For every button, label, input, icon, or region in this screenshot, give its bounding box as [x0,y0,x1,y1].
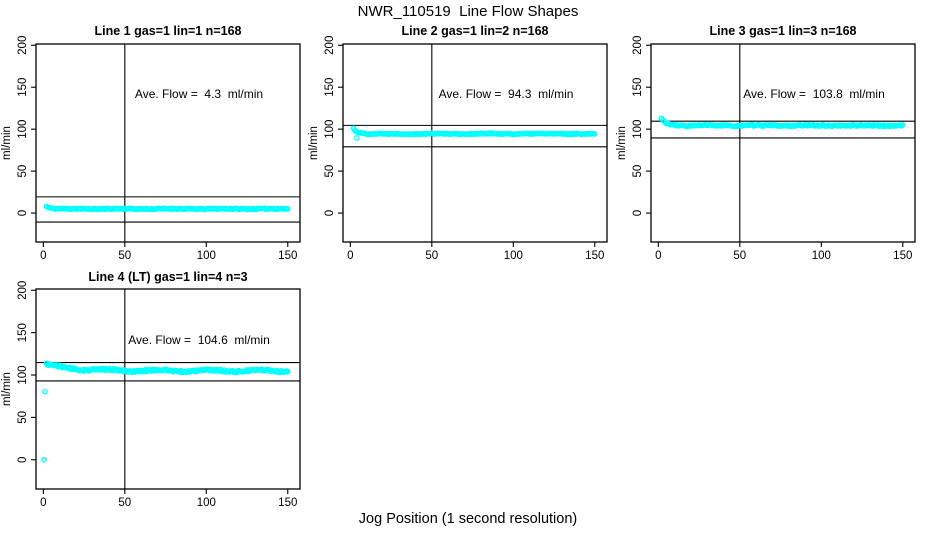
x-tick-label: 0 [655,250,661,262]
x-tick-label: 100 [812,250,831,262]
panel-1-title: Line 1 gas=1 lin=1 n=168 [95,24,242,38]
x-axis-global-label: Jog Position (1 second resolution) [358,511,578,527]
y-tick-label: 200 [17,281,29,300]
y-tick-label: 200 [324,36,336,55]
y-tick-label: 50 [17,411,29,424]
x-tick-label: 150 [585,250,604,262]
x-tick-label: 0 [40,250,46,262]
panel-line-3: Line 3 gas=1 lin=3 n=168 Ave. Flow = 103… [616,24,916,262]
x-tick-label: 0 [40,497,46,509]
y-tick-label: 50 [324,165,336,178]
x-tick-label: 50 [425,250,438,262]
y-tick-label: 200 [632,36,644,55]
y-tick-label: 0 [17,210,29,216]
panel-4-title: Line 4 (LT) gas=1 lin=4 n=3 [88,270,247,284]
panel-2-y-axis-label: ml/min [308,126,320,160]
y-tick-label: 200 [17,36,29,55]
y-tick-label: 100 [324,120,336,139]
x-tick-label: 150 [278,497,297,509]
panel-4-ave-flow-label: Ave. Flow = 104.6 ml/min [128,333,270,347]
x-tick-label: 150 [278,250,297,262]
plot-box [35,43,301,243]
plot-box [650,43,916,243]
panel-2-title: Line 2 gas=1 lin=2 n=168 [402,24,549,38]
panel-1-y-axis-label: ml/min [1,126,13,160]
y-tick-label: 150 [632,78,644,97]
x-tick-label: 100 [504,250,523,262]
y-tick-label: 150 [17,323,29,342]
panel-3-title: Line 3 gas=1 lin=3 n=168 [710,24,857,38]
y-tick-label: 50 [632,165,644,178]
panel-4-plot-area: 0 50 100 150 0 50 100 150 200 [17,281,301,509]
x-tick-label: 150 [893,250,912,262]
panel-1-plot-area: 0 50 100 150 0 50 100 150 200 [17,36,301,262]
chart-main-title: NWR_110519 Line Flow Shapes [357,3,579,20]
panel-3-plot-area: 0 50 100 150 0 50 100 150 200 [632,36,916,262]
panel-3-ave-flow-label: Ave. Flow = 103.8 ml/min [743,87,885,101]
plot-box [35,288,301,490]
data-point [284,206,291,212]
panel-3-y-axis-label: ml/min [616,126,628,160]
data-point [899,122,906,128]
y-tick-label: 0 [632,210,644,216]
outlier-point [41,456,47,463]
panel-2-plot-area: 0 50 100 150 0 50 100 150 200 [324,36,608,262]
plot-box [342,43,608,243]
x-tick-label: 0 [347,250,353,262]
x-tick-label: 50 [118,250,131,262]
y-tick-label: 150 [324,78,336,97]
panel-line-2: Line 2 gas=1 lin=2 n=168 Ave. Flow = 94.… [308,24,608,262]
y-tick-label: 0 [17,457,29,463]
outlier-point [42,388,48,395]
y-tick-label: 100 [17,120,29,139]
panel-1-ave-flow-label: Ave. Flow = 4.3 ml/min [135,87,263,101]
data-point [591,131,598,137]
panel-line-4: Line 4 (LT) gas=1 lin=4 n=3 Ave. Flow = … [1,270,301,509]
y-tick-label: 0 [324,210,336,216]
panel-4-y-axis-label: ml/min [1,372,13,406]
panel-2-ave-flow-label: Ave. Flow = 94.3 ml/min [439,87,574,101]
y-tick-label: 100 [17,365,29,384]
panel-line-1: Line 1 gas=1 lin=1 n=168 Ave. Flow = 4.3… [1,24,301,262]
x-tick-label: 50 [733,250,746,262]
x-tick-label: 100 [197,497,216,509]
y-tick-label: 50 [17,165,29,178]
y-tick-label: 100 [632,120,644,139]
y-tick-label: 150 [17,78,29,97]
data-point [284,368,291,375]
outlier-point [354,135,360,141]
x-tick-label: 100 [197,250,216,262]
x-tick-label: 50 [118,497,131,509]
